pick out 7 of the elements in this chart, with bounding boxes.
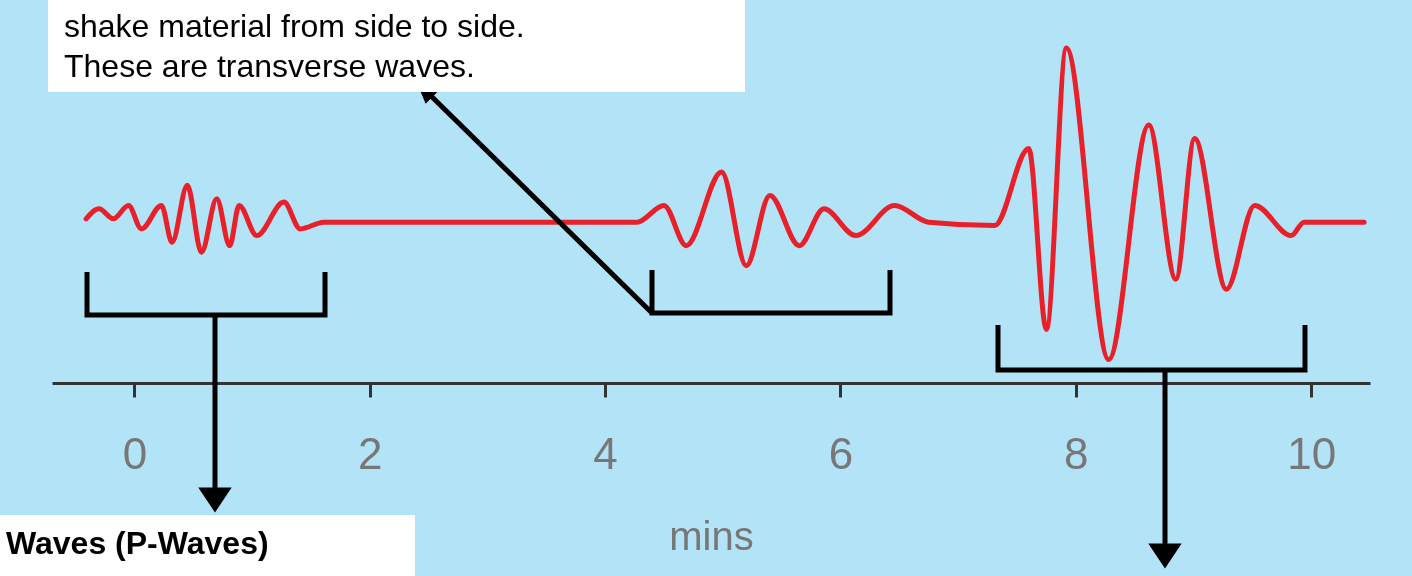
x-tick-label: 4 — [593, 428, 618, 478]
x-axis-title: mins — [669, 513, 754, 558]
x-tick-label: 8 — [1064, 428, 1089, 478]
x-tick-label: 10 — [1287, 428, 1337, 478]
x-tick-label: 0 — [122, 428, 148, 478]
x-tick-label: 6 — [828, 428, 854, 478]
x-tick-label: 2 — [357, 428, 383, 478]
